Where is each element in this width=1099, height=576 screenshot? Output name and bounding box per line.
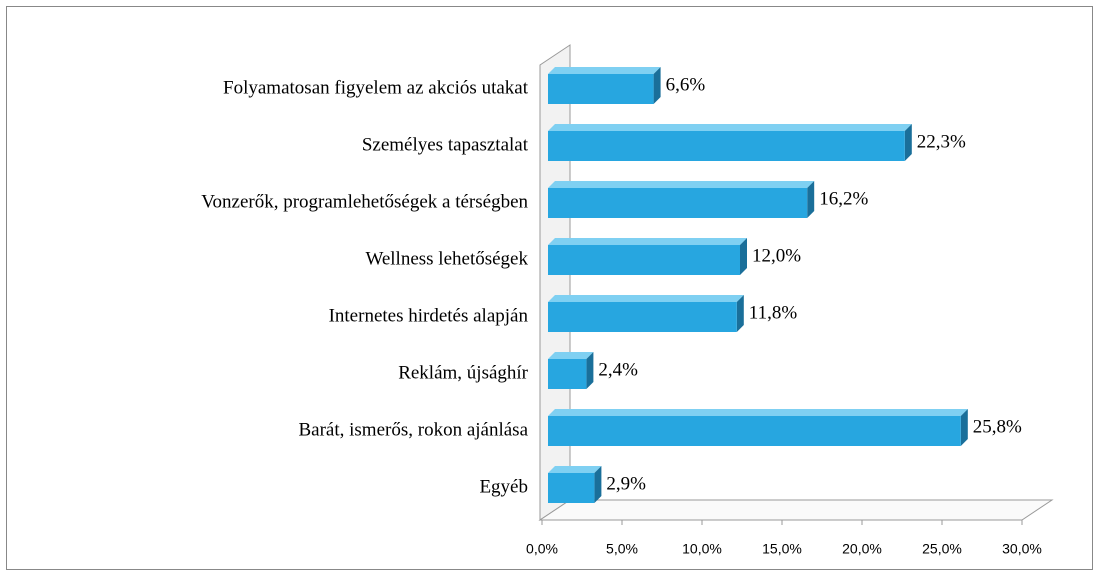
category-label: Egyéb	[479, 476, 528, 497]
bar-side	[594, 466, 602, 503]
x-tick-label: 15,0%	[762, 541, 802, 557]
bar-top	[548, 409, 968, 416]
value-label: 6,6%	[666, 74, 706, 95]
category-label: Személyes tapasztalat	[362, 134, 529, 155]
value-label: 22,3%	[917, 131, 966, 152]
x-tick-label: 0,0%	[526, 541, 558, 557]
bar	[548, 74, 654, 104]
x-tick-label: 20,0%	[842, 541, 882, 557]
x-tick-label: 30,0%	[1002, 541, 1042, 557]
bar	[548, 473, 595, 503]
bar-top	[548, 124, 912, 131]
back-wall	[539, 44, 571, 521]
bar-top	[548, 181, 815, 188]
bar	[548, 302, 737, 332]
category-label: Reklám, újsághír	[398, 362, 528, 383]
bar-top	[548, 466, 602, 473]
bar-top	[548, 67, 661, 74]
x-tick-label: 25,0%	[922, 541, 962, 557]
bar-side	[904, 124, 912, 161]
bar-top	[548, 352, 594, 359]
bar-side	[653, 67, 661, 104]
category-label: Wellness lehetőségek	[365, 248, 528, 269]
bar	[548, 245, 740, 275]
category-label: Internetes hirdetés alapján	[329, 305, 529, 326]
x-tick-label: 10,0%	[682, 541, 722, 557]
bar	[548, 188, 808, 218]
value-label: 2,4%	[598, 359, 638, 380]
bar-side	[740, 238, 747, 275]
category-label: Folyamatosan figyelem az akciós utakat	[223, 77, 529, 98]
value-label: 16,2%	[819, 188, 868, 209]
bar	[548, 131, 905, 161]
bar-top	[548, 238, 747, 245]
bar-side	[736, 295, 744, 332]
x-tick-label: 5,0%	[606, 541, 638, 557]
value-label: 25,8%	[973, 416, 1022, 437]
floor	[538, 499, 1054, 521]
bar-side	[807, 181, 815, 218]
bar-top	[548, 295, 744, 302]
bar	[548, 359, 587, 389]
category-label: Vonzerők, programlehetőségek a térségben	[201, 191, 528, 212]
value-label: 11,8%	[749, 302, 798, 323]
bar-side	[586, 352, 594, 389]
bar-side	[960, 409, 968, 446]
category-label: Barát, ismerős, rokon ajánlása	[298, 419, 528, 440]
bar	[548, 416, 961, 446]
value-label: 12,0%	[752, 245, 801, 266]
value-label: 2,9%	[606, 473, 646, 494]
